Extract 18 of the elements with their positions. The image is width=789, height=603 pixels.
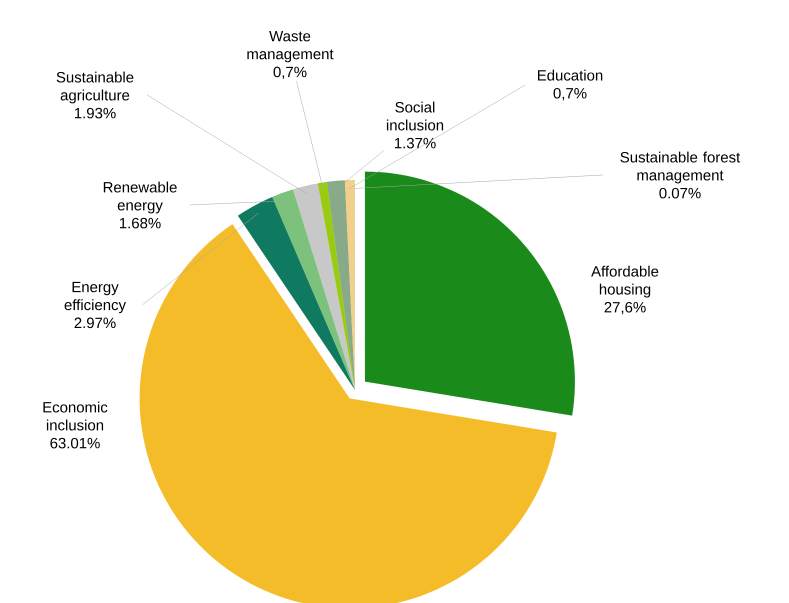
slice-label: Energy efficiency [64, 282, 126, 314]
data-label: 63.01% [50, 438, 100, 448]
data-label: 1.68% [120, 218, 161, 228]
slice-label: Sustainable forest management [620, 152, 740, 184]
slice-label: Sustainable agriculture [56, 72, 134, 104]
data-label: 0,7% [554, 88, 586, 100]
slice-label: Renewable energy [104, 182, 177, 214]
slice-label: Economic inclusion [43, 402, 108, 430]
slice-label: Education [538, 70, 602, 81]
slice-label: Affordable housing [591, 266, 658, 298]
data-label: 1.37% [394, 138, 436, 148]
data-label: 0.07% [659, 188, 701, 198]
slice-label: Waste management [247, 30, 334, 62]
slice-label: Social inclusion [386, 102, 444, 130]
data-label: 0,7% [274, 66, 306, 80]
data-label: 2.97% [74, 318, 116, 328]
data-label: 27,6% [604, 302, 646, 314]
data-label: 1.93% [74, 108, 116, 118]
